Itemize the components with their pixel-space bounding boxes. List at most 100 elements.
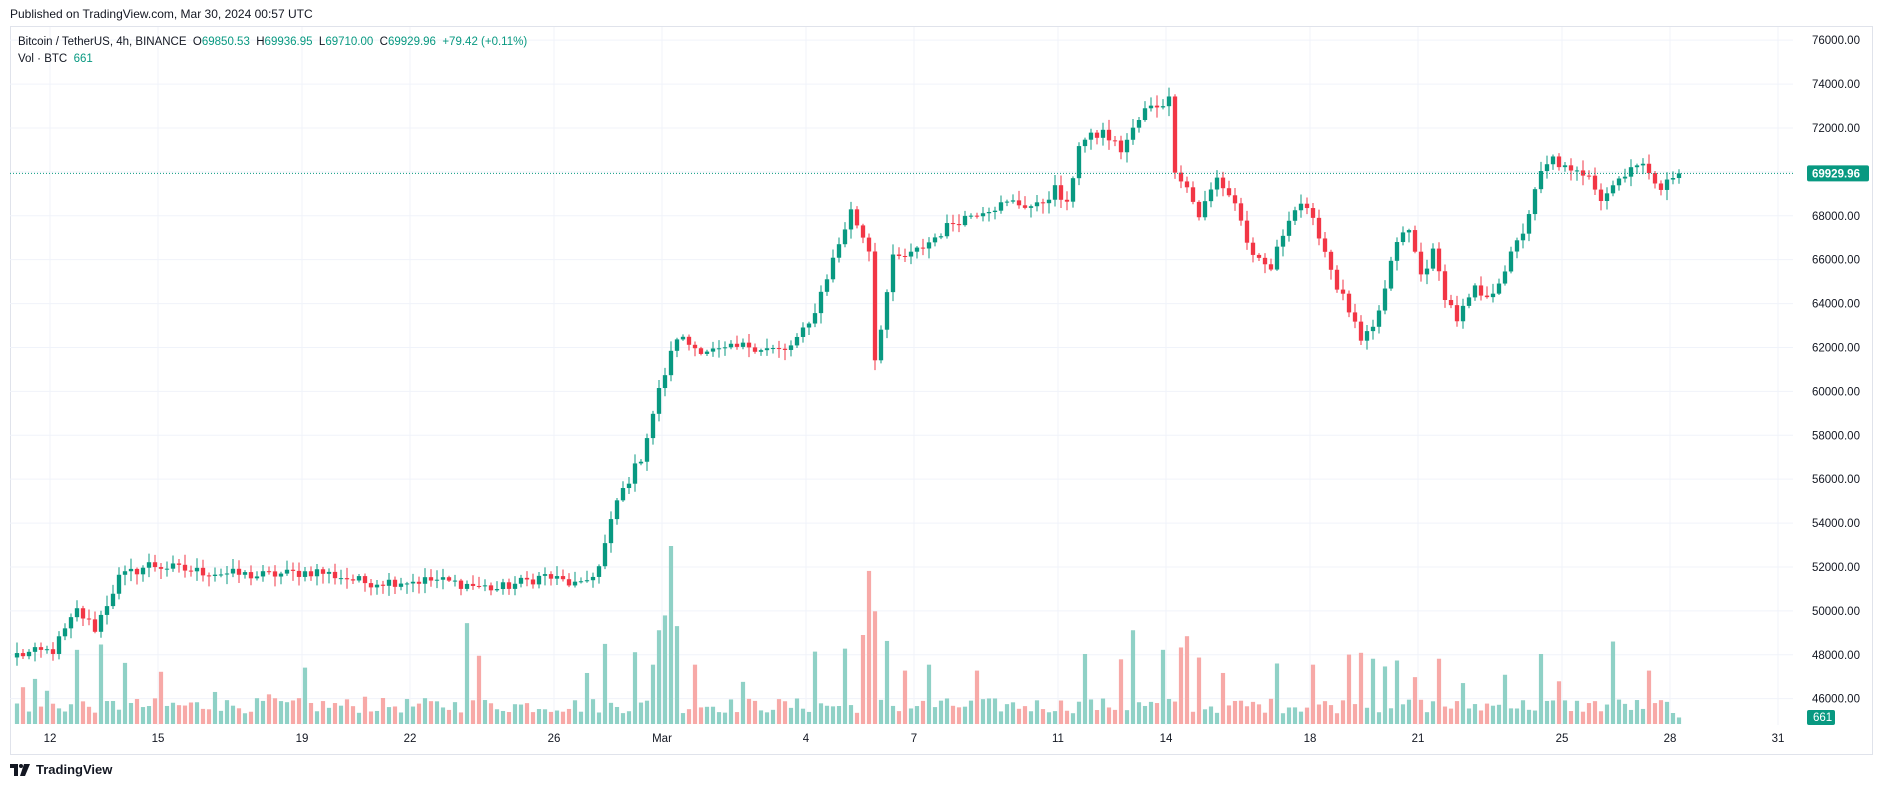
- volume-bar: [1106, 707, 1112, 724]
- volume-bar: [1034, 700, 1040, 724]
- candle-body: [434, 579, 440, 581]
- volume-bar: [14, 703, 20, 724]
- close-key: C: [379, 36, 388, 48]
- candle-body: [1280, 235, 1286, 247]
- candle-body: [926, 242, 932, 249]
- price-tick-label: 56000.00: [1812, 474, 1860, 486]
- volume-bar: [656, 630, 662, 724]
- volume-bar: [962, 706, 968, 724]
- volume-bar: [1208, 706, 1214, 724]
- volume-bar: [812, 651, 818, 724]
- candle-body: [476, 585, 482, 587]
- candle-body: [104, 606, 110, 615]
- candle-body: [770, 348, 776, 350]
- candle-body: [542, 574, 548, 576]
- volume-bar: [1382, 666, 1388, 724]
- candle-body: [1370, 326, 1376, 332]
- candle-body: [1364, 331, 1370, 341]
- candle-body: [1286, 220, 1292, 236]
- candle-body: [1232, 195, 1238, 204]
- volume-bars: [14, 546, 1682, 724]
- candle-body: [1022, 205, 1028, 208]
- last-volume-label: 661: [1813, 712, 1832, 724]
- volume-bar: [104, 701, 110, 724]
- volume-bar: [1520, 700, 1526, 724]
- volume-bar: [1388, 708, 1394, 724]
- volume-bar: [1340, 700, 1346, 724]
- volume-bar: [404, 699, 410, 724]
- candle-body: [518, 577, 524, 584]
- candle-body: [1028, 206, 1034, 208]
- candle-body: [1268, 264, 1274, 270]
- price-tick-label: 52000.00: [1812, 562, 1860, 574]
- volume-bar: [806, 711, 812, 724]
- volume-bar: [938, 700, 944, 724]
- candle-body: [782, 348, 788, 350]
- tradingview-logo[interactable]: TradingView: [10, 762, 112, 777]
- volume-bar: [1088, 699, 1094, 724]
- price-tick-label: 74000.00: [1812, 79, 1860, 91]
- candle-body: [1472, 285, 1478, 298]
- candle-body: [554, 576, 560, 579]
- volume-bar: [632, 652, 638, 724]
- candle-body: [218, 574, 224, 576]
- volume-bar: [410, 706, 416, 724]
- candle-body: [1586, 175, 1592, 177]
- volume-bar: [902, 670, 908, 724]
- candle-body: [332, 571, 338, 579]
- candle-body: [842, 229, 848, 245]
- volume-bar: [1436, 658, 1442, 724]
- volume-bar: [92, 712, 98, 724]
- volume-bar: [854, 712, 860, 724]
- candle-body: [62, 628, 68, 637]
- last-price-label: 69929.96: [1812, 168, 1860, 180]
- volume-bar: [1514, 708, 1520, 724]
- volume-bar: [1292, 707, 1298, 724]
- candle-body: [1202, 201, 1208, 218]
- time-tick-label: 31: [1772, 733, 1785, 745]
- candle-body: [1520, 233, 1526, 241]
- volume-bar: [362, 696, 368, 724]
- candle-body: [830, 257, 836, 280]
- candle-body: [110, 593, 116, 607]
- volume-bar: [116, 709, 122, 724]
- volume-bar: [1394, 660, 1400, 724]
- volume-bar: [98, 644, 104, 724]
- candle-body: [962, 215, 968, 226]
- candle-body: [662, 375, 668, 389]
- price-tick-label: 46000.00: [1812, 694, 1860, 706]
- candle-body: [1670, 178, 1676, 180]
- volume-bar: [1028, 711, 1034, 724]
- volume-bar: [956, 707, 962, 724]
- candlestick-chart[interactable]: 76000.0074000.0072000.0070000.0068000.00…: [0, 0, 1883, 760]
- volume-bar: [1226, 705, 1232, 724]
- volume-bar: [518, 704, 524, 724]
- time-tick-label: 7: [911, 733, 917, 745]
- low-value: 69710.00: [325, 36, 374, 48]
- volume-bar: [698, 707, 704, 724]
- volume-bar: [1220, 672, 1226, 724]
- candle-body: [1478, 285, 1484, 296]
- candle-body: [764, 348, 770, 351]
- volume-bar: [440, 707, 446, 724]
- candle-body: [272, 571, 278, 577]
- candle-body: [1658, 183, 1664, 190]
- candle-body: [722, 347, 728, 349]
- candle-body: [56, 636, 62, 654]
- volume-bar: [1670, 713, 1676, 724]
- volume-bar: [74, 649, 80, 724]
- volume-bar: [434, 701, 440, 724]
- candle-body: [650, 413, 656, 439]
- volume-bar: [1316, 704, 1322, 724]
- volume-bar: [716, 712, 722, 724]
- volume-bar: [1268, 698, 1274, 724]
- volume-bar: [356, 712, 362, 724]
- candle-body: [1574, 170, 1580, 172]
- candle-body: [1160, 106, 1166, 108]
- volume-bar: [542, 709, 548, 724]
- last-volume-badge: [1807, 710, 1835, 725]
- price-tick-label: 60000.00: [1812, 386, 1860, 398]
- volume-bar: [704, 706, 710, 724]
- candle-body: [20, 653, 26, 657]
- volume-bar: [884, 640, 890, 724]
